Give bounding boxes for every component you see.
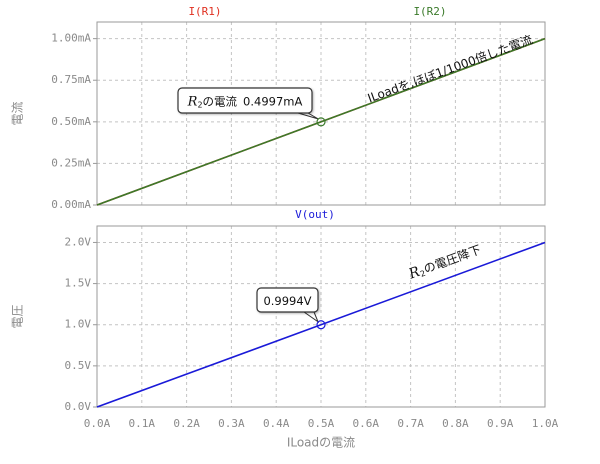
x-tick-label: 0.6A bbox=[353, 417, 380, 430]
series-label: I(R2) bbox=[413, 5, 446, 18]
y-tick-label: 0.5V bbox=[65, 359, 92, 372]
y-tick-label: 2.0V bbox=[65, 235, 92, 248]
plot-frame bbox=[96, 225, 546, 408]
y-tick-label: 1.5V bbox=[65, 277, 92, 290]
callout-label: R2の電流 0.4997mA bbox=[187, 94, 303, 109]
y-tick-label: 0.50mA bbox=[51, 115, 91, 128]
callout-text: の電流 bbox=[203, 94, 238, 108]
x-tick-label: 1.0A bbox=[532, 417, 559, 430]
x-tick-label: 0.0A bbox=[84, 417, 111, 430]
callout-label: 0.9994V bbox=[263, 294, 311, 308]
callout-box bbox=[177, 87, 313, 114]
y-axis-label: 電圧 bbox=[11, 304, 25, 328]
plot-frame bbox=[96, 21, 546, 206]
y-tick-label: 0.25mA bbox=[51, 156, 91, 169]
x-tick-label: 0.3A bbox=[218, 417, 245, 430]
x-tick-label: 0.2A bbox=[173, 417, 200, 430]
x-tick-label: 0.1A bbox=[129, 417, 156, 430]
x-tick-label: 0.9A bbox=[487, 417, 514, 430]
y-tick-label: 1.00mA bbox=[51, 32, 91, 45]
x-tick-label: 0.5A bbox=[308, 417, 335, 430]
callout-subscript: 2 bbox=[197, 100, 202, 109]
y-tick-label: 1.0V bbox=[65, 318, 92, 331]
series-label: I(R1) bbox=[188, 5, 221, 18]
callout-symbol: R bbox=[187, 94, 198, 109]
x-tick-label: 0.7A bbox=[397, 417, 424, 430]
series-line bbox=[96, 241, 546, 408]
callout-value: 0.4997mA bbox=[243, 94, 302, 108]
data-marker bbox=[316, 320, 326, 330]
series-label: V(out) bbox=[295, 208, 335, 221]
x-axis-label: ILoadの電流 bbox=[287, 436, 355, 450]
x-tick-label: 0.4A bbox=[263, 417, 290, 430]
data-marker bbox=[316, 117, 326, 127]
y-tick-label: 0.00mA bbox=[51, 198, 91, 211]
annotation-subscript: 2 bbox=[419, 268, 427, 278]
x-tick-label: 0.8A bbox=[442, 417, 469, 430]
callout-value: 0.9994V bbox=[263, 294, 311, 308]
series-line bbox=[96, 37, 546, 206]
callout-box bbox=[256, 287, 319, 313]
y-tick-label: 0.75mA bbox=[51, 73, 91, 86]
y-tick-label: 0.0V bbox=[65, 400, 92, 413]
y-axis-label: 電流 bbox=[11, 101, 25, 125]
